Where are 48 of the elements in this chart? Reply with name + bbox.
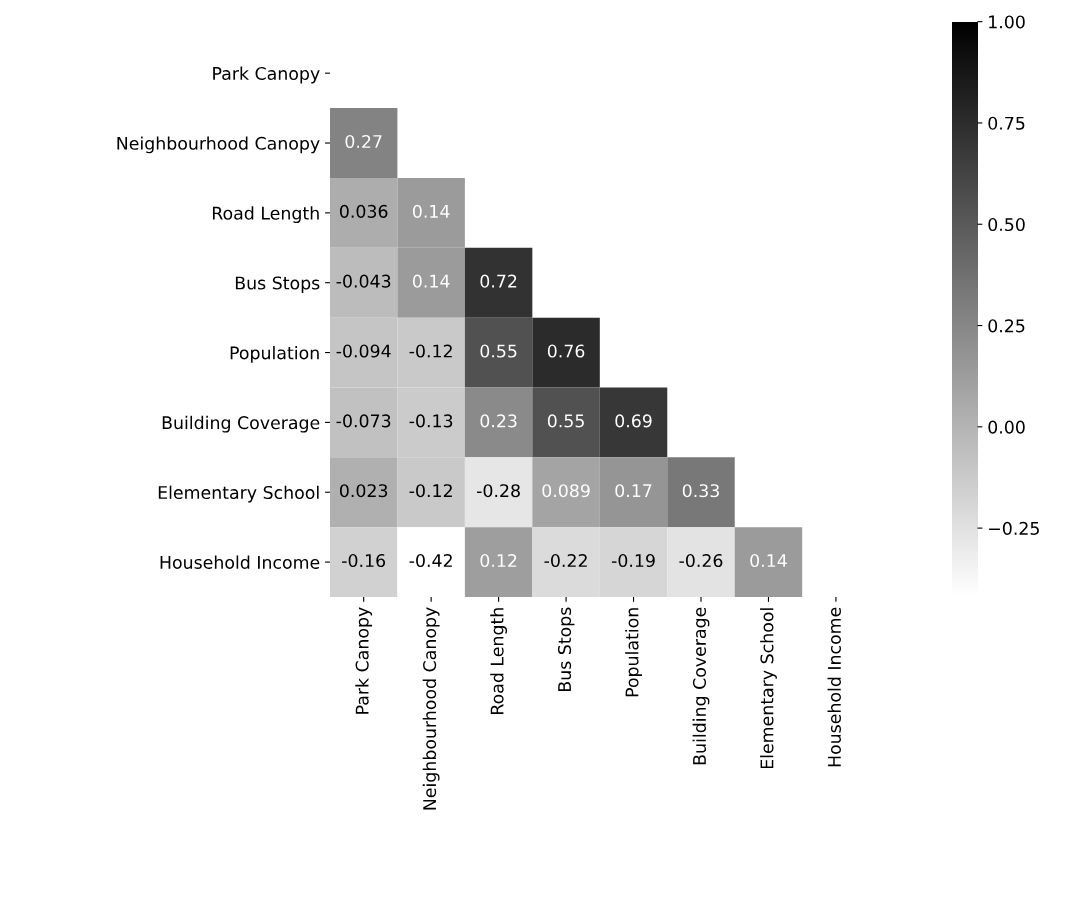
data-label: -0.12: [409, 484, 452, 498]
x-tick-label: Elementary School: [760, 608, 777, 769]
x-tick-label: Household Income: [827, 607, 841, 767]
data-label: -0.12: [409, 344, 452, 358]
y-tick-label: Elementary School: [158, 485, 319, 503]
data-label: 0.76: [547, 344, 585, 358]
data-label: 0.55: [547, 414, 584, 428]
y-tick-label: Population: [230, 345, 319, 363]
data-label: 0.036: [339, 204, 388, 218]
y-tick-label: Bus Stops: [235, 276, 320, 293]
data-label: -0.16: [342, 553, 386, 568]
data-label: 0.14: [412, 204, 450, 218]
data-label: 0.023: [339, 484, 388, 498]
data-label: -0.073: [336, 414, 391, 428]
data-label: 0.17: [615, 484, 652, 498]
data-label: -0.094: [336, 344, 391, 358]
y-tick-label: Park Canopy: [213, 66, 320, 84]
data-label: -0.42: [409, 553, 452, 568]
color-bar-label: 0.00: [988, 420, 1025, 434]
y-tick-label: Household Income: [160, 555, 320, 569]
data-label: -0.19: [611, 553, 655, 568]
color-bar-label: 0.75: [988, 116, 1025, 130]
y-tick-label: Road Length: [212, 206, 319, 224]
data-label: 0.69: [615, 414, 652, 428]
data-label: 0.12: [480, 553, 517, 568]
data-label: -0.13: [409, 414, 453, 428]
data-label: 0.14: [750, 553, 787, 568]
x-tick-label: Bus Stops: [557, 607, 575, 692]
data-label: 0.14: [412, 274, 450, 288]
data-label: -0.28: [477, 484, 520, 498]
x-tick-label: Building Coverage: [692, 607, 710, 765]
data-label: 0.55: [480, 344, 517, 358]
color-bar-label: −0.25: [989, 521, 1039, 535]
color-bar-label: 0.25: [988, 319, 1025, 333]
data-label: 0.23: [480, 414, 517, 428]
y-tick-label: Neighbourhood Canopy: [117, 136, 320, 154]
x-tick-label: Road Length: [490, 608, 508, 714]
x-tick-label: Population: [625, 608, 642, 697]
data-label: -0.043: [336, 274, 391, 288]
data-label: -0.22: [544, 553, 587, 568]
data-label: 0.27: [345, 134, 382, 149]
color-bar-label: 1.00: [989, 15, 1025, 29]
data-label: 0.72: [480, 274, 517, 288]
data-label: 0.089: [542, 484, 590, 498]
data-label: 0.33: [682, 484, 719, 498]
data-label: -0.26: [679, 553, 723, 568]
y-tick-label: Building Coverage: [162, 415, 320, 433]
color-bar-label: 0.50: [988, 217, 1025, 232]
